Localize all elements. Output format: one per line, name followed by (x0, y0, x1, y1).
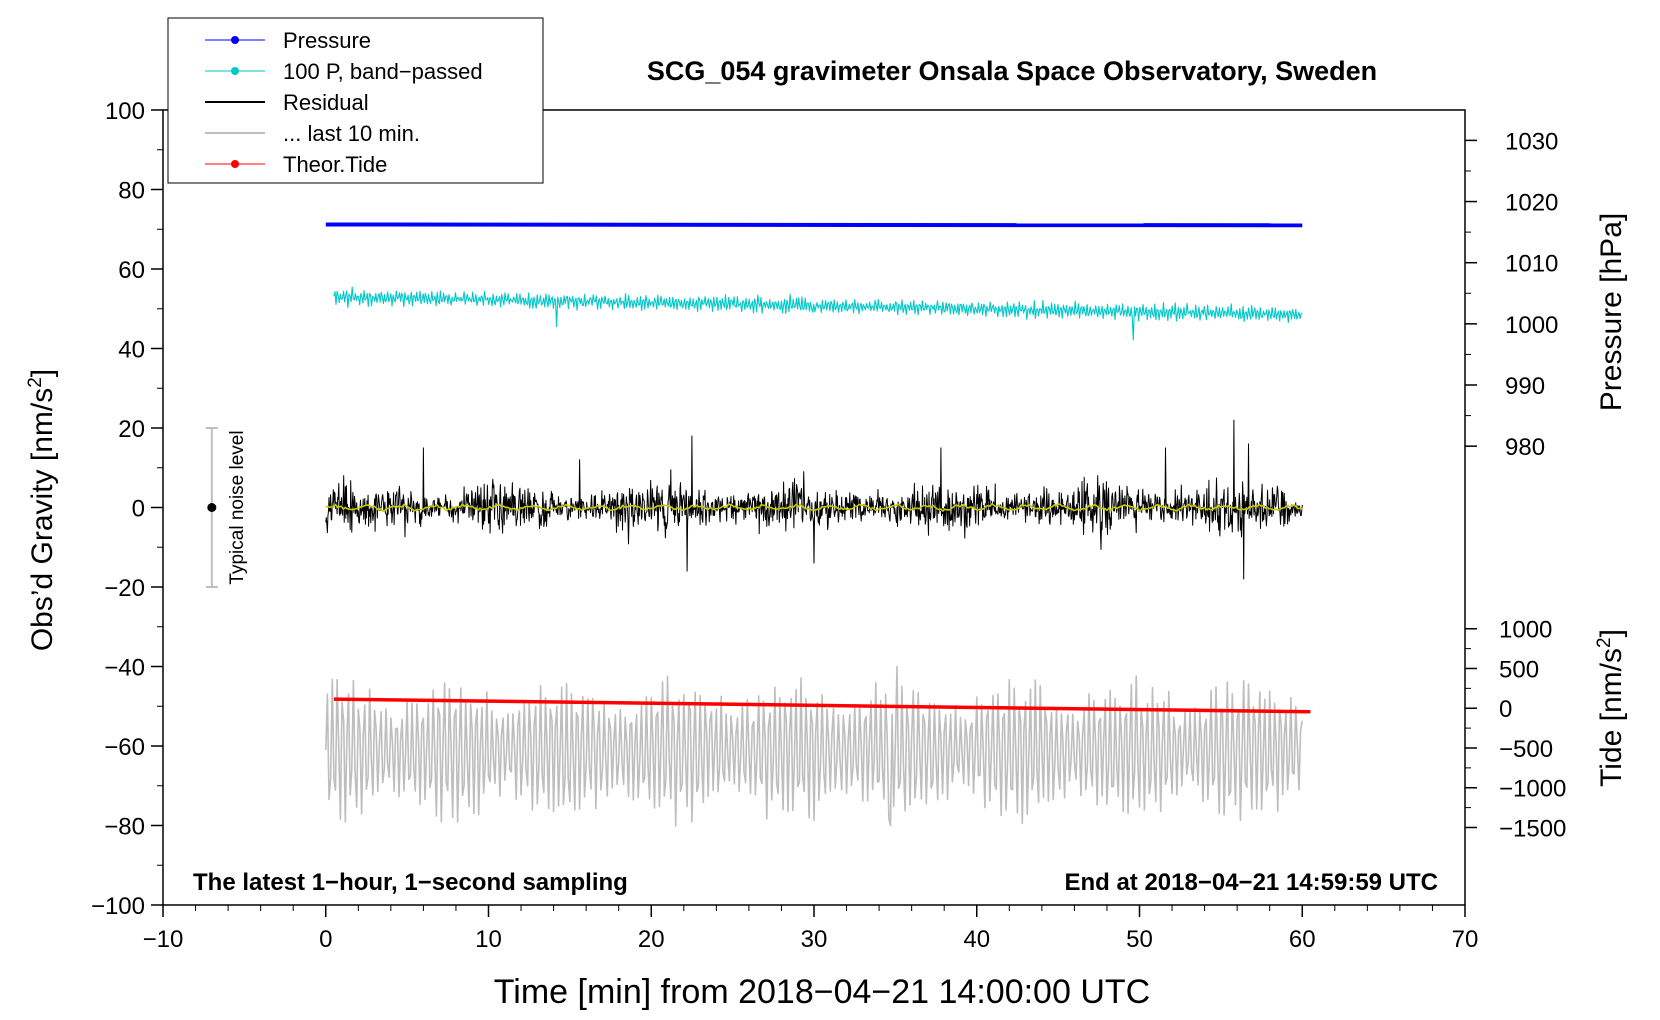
pressure-tick-label: 1030 (1505, 128, 1558, 155)
x-axis-label: Time [min] from 2018−04−21 14:00:00 UTC (494, 973, 1150, 1011)
legend-label: 100 P, band−passed (283, 59, 483, 84)
tide-tick-label: −1000 (1499, 776, 1566, 803)
legend-label: Residual (283, 90, 369, 115)
tide-tick-label: −1500 (1499, 815, 1566, 842)
x-tick-label: 20 (638, 926, 665, 953)
y-tick-label: −60 (104, 734, 145, 761)
legend-label: Pressure (283, 28, 371, 53)
legend-label: Theor.Tide (283, 152, 387, 177)
legend-marker (231, 160, 239, 168)
y-tick-label: 100 (105, 98, 145, 125)
x-tick-label: 60 (1289, 926, 1316, 953)
y-tick-label: 60 (118, 257, 145, 284)
y-axis-label-tide: Tide [nm/s2] (1594, 629, 1628, 787)
legend-label: ... last 10 min. (283, 121, 420, 146)
theoretical-tide-line (333, 697, 1311, 714)
y-tick-label: −20 (104, 575, 145, 602)
y-axis-label-pressure: Pressure [hPa] (1595, 213, 1628, 411)
y-tick-label: 40 (118, 337, 145, 364)
pressure-tick-label: 1020 (1505, 190, 1558, 217)
note-latest-hour: The latest 1−hour, 1−second sampling (193, 869, 628, 896)
y-tick-label: 20 (118, 416, 145, 443)
x-tick-label: 40 (963, 926, 990, 953)
x-tick-label: 30 (801, 926, 828, 953)
note-end-time: End at 2018−04−21 14:59:59 UTC (1064, 869, 1438, 896)
tide-tick-label: 500 (1499, 656, 1539, 683)
legend-marker (231, 67, 239, 75)
y-tick-label: 0 (132, 496, 145, 523)
y-tick-label: 80 (118, 178, 145, 205)
tide-tick-label: 1000 (1499, 617, 1552, 644)
x-tick-label: 0 (319, 926, 332, 953)
axes-layer: −10 0 10 20 30 40 50 60 70−100−80−60−40−20020406… (91, 98, 1566, 953)
pressure-tick-label: 1000 (1505, 312, 1558, 339)
y-tick-label: −100 (91, 893, 145, 920)
y-tick-label: −80 (104, 814, 145, 841)
pressure-line (325, 222, 1303, 228)
legend-box (167, 17, 544, 184)
pressure-band-passed-line (333, 286, 1303, 341)
x-tick-label: 10 (475, 926, 502, 953)
tide-tick-label: −500 (1499, 736, 1553, 763)
tide-tick-label: 0 (1499, 696, 1512, 723)
y-tick-label: −40 (104, 655, 145, 682)
x-tick-label: 50 (1126, 926, 1153, 953)
x-tick-label: −10 (143, 926, 184, 953)
y-axis-label-left: Obs’d Gravity [nm/s2] (25, 369, 59, 651)
pressure-tick-label: 990 (1505, 373, 1545, 400)
legend: Pressure 100 P, band−passed Residual ... la… (167, 17, 544, 184)
chart-title: SCG_054 gravimeter Onsala Space Observat… (647, 56, 1377, 86)
pressure-tick-label: 980 (1505, 434, 1545, 461)
x-tick-label: 70 (1452, 926, 1479, 953)
residual-smoothed-line (325, 503, 1303, 512)
residual-line (325, 419, 1303, 580)
noise-level-label: Typical noise level (227, 430, 248, 584)
pressure-tick-label: 1010 (1505, 251, 1558, 278)
legend-marker (231, 36, 239, 44)
noise-level-indicator: Typical noise level (205, 427, 248, 588)
series-layer (325, 222, 1311, 827)
tide-last-10-min-line (325, 665, 1304, 827)
noise-bar-center-dot (207, 503, 217, 512)
